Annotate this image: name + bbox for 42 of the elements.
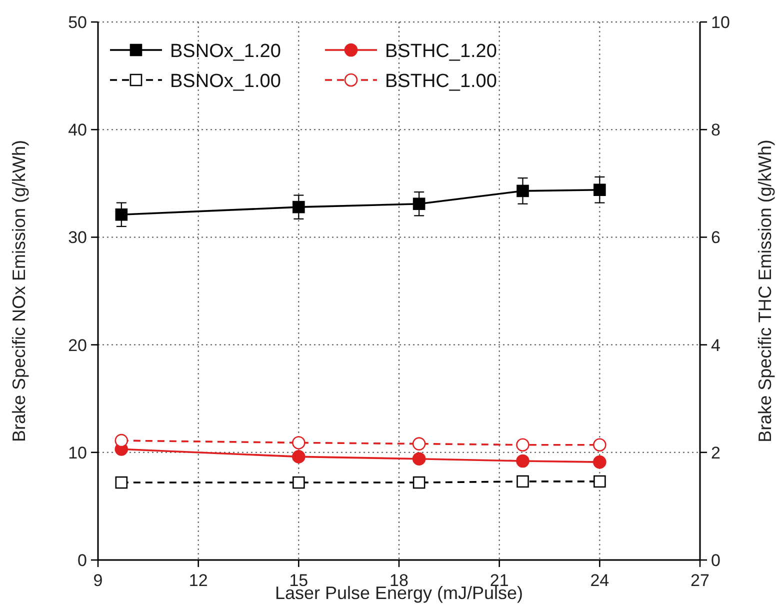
point <box>115 208 128 221</box>
y2-tick-label: 8 <box>711 120 720 140</box>
point <box>115 476 128 489</box>
x-tick-label: 24 <box>590 571 610 590</box>
y-tick-label: 40 <box>68 120 87 140</box>
point <box>412 452 426 466</box>
y-tick-label: 30 <box>68 228 87 248</box>
y2-tick-label: 4 <box>711 336 720 355</box>
y-tick-label: 50 <box>68 13 87 32</box>
point <box>516 438 530 452</box>
point <box>593 455 606 469</box>
x-tick-label: 18 <box>390 571 408 590</box>
point <box>292 450 306 464</box>
y-tick-label: 0 <box>78 551 87 570</box>
x-tick-label: 12 <box>188 571 208 590</box>
legend-label: BSNOx_1.00 <box>170 71 281 92</box>
point <box>516 475 529 488</box>
point <box>114 434 128 448</box>
y-axis-title: Brake Specific NOx Emission (g/kWh) <box>9 140 29 442</box>
y2-tick-label: 10 <box>711 13 730 32</box>
legend-label: BSNOx_1.20 <box>170 41 281 62</box>
point <box>292 476 305 489</box>
y2-tick-label: 0 <box>711 551 720 570</box>
point <box>516 454 530 468</box>
x-tick-label: 27 <box>690 571 710 590</box>
y2-axis-title: Brake Specific THC Emission (g/kWh) <box>755 140 775 442</box>
point <box>594 184 606 196</box>
y2-tick-label: 2 <box>711 443 720 462</box>
point <box>516 184 529 198</box>
point <box>593 438 606 452</box>
point <box>412 198 426 210</box>
y-tick-label: 10 <box>68 443 87 462</box>
legend-label: BSTHC_1.00 <box>385 71 497 92</box>
y-tick-label: 20 <box>68 336 87 355</box>
legend-label: BSTHC_1.20 <box>385 41 497 62</box>
point <box>412 476 426 489</box>
point <box>292 200 305 214</box>
point <box>412 437 426 450</box>
x-tick-label: 9 <box>93 571 103 590</box>
point <box>594 475 606 488</box>
point <box>292 436 306 450</box>
y2-tick-label: 6 <box>711 228 720 248</box>
